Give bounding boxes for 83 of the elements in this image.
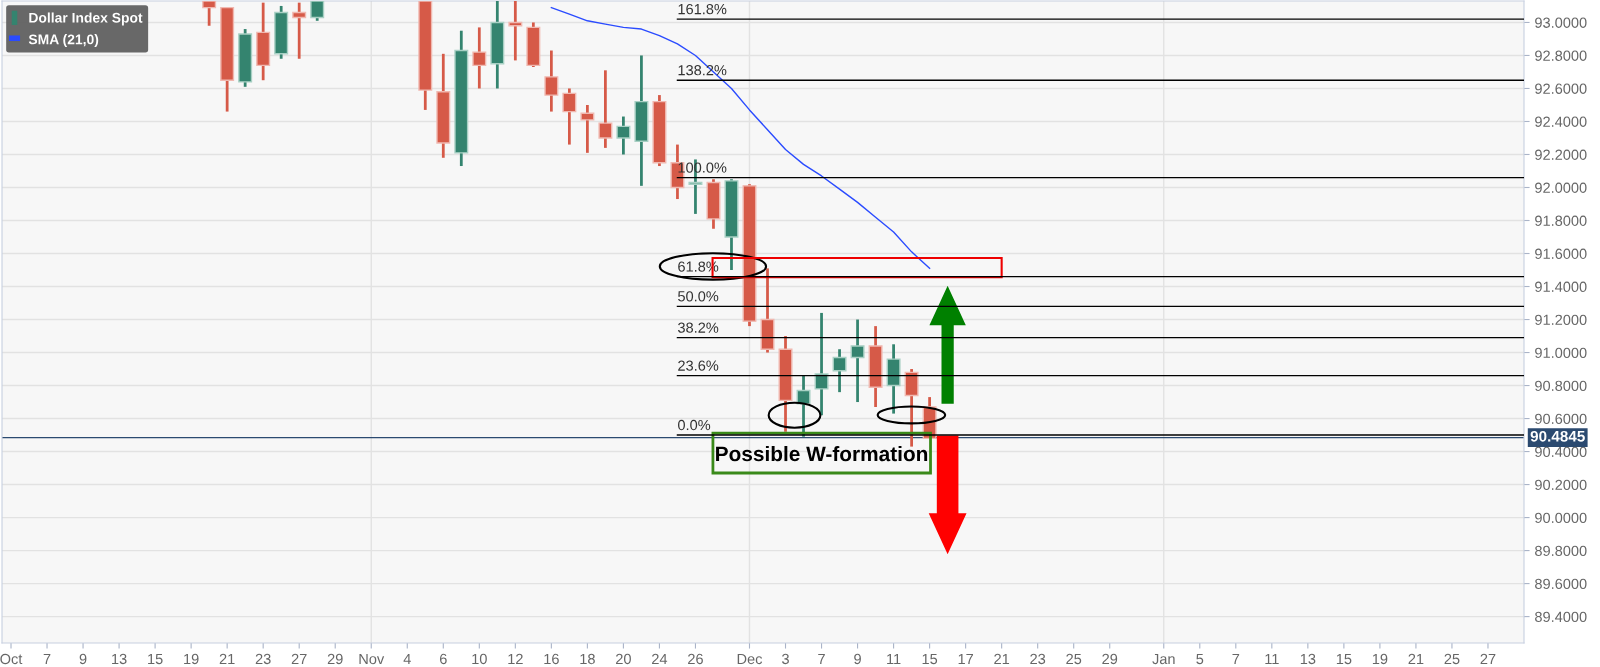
series-label: 161.8% bbox=[678, 3, 727, 15]
candlestick bbox=[202, 1, 217, 28]
y-tick-label: 90.2000 bbox=[1535, 479, 1587, 490]
x-tick-label: 12 bbox=[508, 653, 523, 664]
x-tick-label: 21 bbox=[219, 653, 235, 664]
candlestick bbox=[292, 1, 307, 61]
candlestick bbox=[598, 68, 613, 150]
x-tick-label: 15 bbox=[1336, 653, 1352, 665]
ref-line-label: 90.4845 bbox=[1530, 430, 1585, 442]
x-tick-label: 6 bbox=[439, 653, 447, 665]
y-tick-label: 92.6000 bbox=[1535, 83, 1587, 94]
x-tick-label: 19 bbox=[184, 653, 199, 665]
series-label: 23.6% bbox=[678, 360, 719, 371]
candlestick bbox=[616, 115, 631, 156]
x-tick-label: 29 bbox=[1102, 653, 1118, 665]
y-tick-label: 89.6000 bbox=[1535, 578, 1587, 590]
y-tick-label: 89.8000 bbox=[1535, 545, 1587, 557]
candlestick bbox=[832, 347, 847, 394]
legend-label: Dollar Index Spot bbox=[29, 12, 143, 26]
x-tick-label: 27 bbox=[1480, 653, 1496, 664]
series-label: 50.0% bbox=[678, 291, 719, 302]
x-tick-label: Dec bbox=[737, 653, 763, 665]
y-tick-label: 92.2000 bbox=[1535, 149, 1587, 160]
series-label: 38.2% bbox=[678, 322, 719, 333]
x-tick-label: 4 bbox=[403, 653, 411, 664]
x-tick-label: 13 bbox=[1300, 653, 1316, 665]
x-tick-label: 29 bbox=[327, 653, 343, 665]
y-tick-label: 92.8000 bbox=[1535, 50, 1587, 61]
line-series bbox=[550, 6, 931, 270]
x-tick-label: 20 bbox=[616, 653, 631, 665]
x-tick-label: 7 bbox=[818, 653, 825, 664]
y-tick-label: 91.8000 bbox=[1535, 215, 1587, 226]
x-tick-label: 9 bbox=[854, 653, 861, 665]
y-tick-label: 90.0000 bbox=[1535, 512, 1587, 523]
y-tick-label: 90.4000 bbox=[1535, 446, 1587, 457]
candlestick bbox=[814, 311, 829, 417]
x-tick-label: 24 bbox=[652, 653, 668, 664]
x-tick-label: 15 bbox=[922, 653, 938, 665]
candlestick bbox=[310, 1, 325, 23]
x-tick-label: 11 bbox=[887, 653, 901, 664]
y-tick-label: 91.0000 bbox=[1535, 347, 1587, 358]
annotation: Possible W-formation bbox=[716, 445, 928, 462]
x-tick-label: 25 bbox=[1066, 653, 1082, 665]
y-tick-label: 91.4000 bbox=[1535, 281, 1587, 292]
x-tick-label: 21 bbox=[1408, 653, 1424, 664]
x-tick-label: 27 bbox=[291, 653, 307, 664]
x-tick-label: 10 bbox=[472, 653, 487, 665]
y-tick-label: 91.6000 bbox=[1535, 248, 1587, 259]
y-tick-label: 92.4000 bbox=[1535, 116, 1587, 127]
y-tick-label: 90.8000 bbox=[1535, 380, 1587, 391]
candlestick bbox=[580, 103, 595, 155]
x-tick-label: 16 bbox=[544, 653, 559, 665]
y-tick-label: 90.6000 bbox=[1535, 413, 1587, 424]
x-tick-label: 17 bbox=[958, 653, 974, 664]
x-tick-label: 3 bbox=[782, 653, 789, 665]
x-tick-label: 7 bbox=[1232, 653, 1240, 664]
x-tick-label: 11 bbox=[1265, 653, 1279, 664]
candlestick bbox=[904, 367, 919, 448]
y-tick-label: 91.2000 bbox=[1535, 314, 1587, 325]
candlestick bbox=[544, 49, 559, 113]
y-tick-label: 92.0000 bbox=[1535, 182, 1587, 193]
x-tick-label: 23 bbox=[1030, 653, 1046, 665]
x-tick-label: 9 bbox=[79, 653, 87, 665]
candlestick bbox=[850, 318, 865, 404]
x-tick-label: Oct bbox=[0, 653, 23, 665]
x-tick-label: 5 bbox=[1196, 653, 1204, 665]
y-tick-label: 89.4000 bbox=[1535, 611, 1587, 623]
candlestick bbox=[562, 87, 577, 146]
series-label: 0.0% bbox=[678, 419, 711, 431]
x-tick-label: 23 bbox=[255, 653, 271, 665]
x-tick-label: 25 bbox=[1444, 653, 1460, 665]
candlestick bbox=[472, 26, 487, 90]
x-tick-label: 21 bbox=[994, 653, 1010, 664]
y-tick-label: 93.0000 bbox=[1535, 17, 1587, 28]
x-tick-label: 7 bbox=[43, 653, 51, 664]
x-tick-label: Jan bbox=[1152, 653, 1175, 665]
x-tick-label: 26 bbox=[688, 653, 703, 665]
legend-label: SMA (21,0) bbox=[28, 34, 99, 48]
x-tick-label: 15 bbox=[148, 653, 163, 665]
x-tick-label: 18 bbox=[580, 653, 595, 665]
x-tick-label: 13 bbox=[112, 653, 127, 665]
x-tick-label: Nov bbox=[359, 653, 385, 665]
x-tick-label: 19 bbox=[1372, 653, 1388, 665]
